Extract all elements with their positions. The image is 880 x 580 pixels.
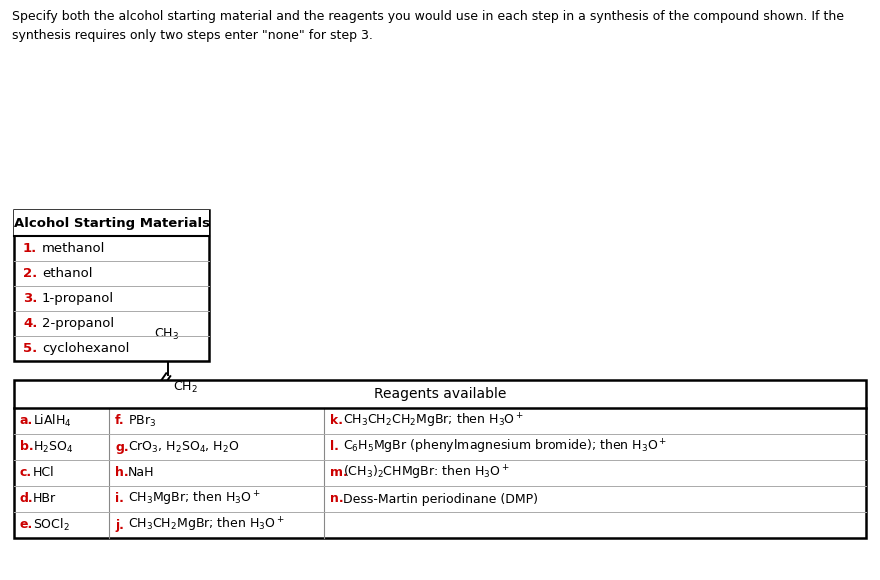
Text: h.: h. (115, 466, 128, 480)
Text: Alcohol Starting Materials: Alcohol Starting Materials (13, 216, 209, 230)
Text: CrO$_3$, H$_2$SO$_4$, H$_2$O: CrO$_3$, H$_2$SO$_4$, H$_2$O (128, 440, 239, 455)
Text: 2-propanol: 2-propanol (42, 317, 114, 330)
Text: CH$_3$CH$_2$MgBr; then H$_3$O$^+$: CH$_3$CH$_2$MgBr; then H$_3$O$^+$ (128, 516, 285, 534)
Text: m.: m. (330, 466, 348, 480)
Text: CH$_3$: CH$_3$ (154, 327, 179, 342)
Text: k.: k. (330, 415, 343, 427)
Text: CH$_2$: CH$_2$ (173, 380, 198, 395)
Text: Dess-Martin periodinane (DMP): Dess-Martin periodinane (DMP) (343, 492, 538, 506)
Text: PBr$_3$: PBr$_3$ (128, 414, 157, 429)
Text: b.: b. (20, 440, 33, 454)
Text: C$_6$H$_5$MgBr (phenylmagnesium bromide); then H$_3$O$^+$: C$_6$H$_5$MgBr (phenylmagnesium bromide)… (343, 438, 667, 456)
Text: HBr: HBr (33, 492, 56, 506)
Text: methanol: methanol (42, 242, 106, 255)
Text: Specify both the alcohol starting material and the reagents you would use in eac: Specify both the alcohol starting materi… (12, 10, 844, 42)
Text: n.: n. (330, 492, 343, 506)
Text: 3.: 3. (23, 292, 37, 305)
Text: ethanol: ethanol (42, 267, 92, 280)
Text: 1-propanol: 1-propanol (42, 292, 114, 305)
Text: H$_2$SO$_4$: H$_2$SO$_4$ (33, 440, 73, 455)
Text: cyclohexanol: cyclohexanol (42, 342, 129, 355)
Text: d.: d. (20, 492, 33, 506)
Text: 2.: 2. (23, 267, 37, 280)
Bar (14, 210, 209, 236)
Text: CH$_3$CH$_2$CH$_2$MgBr; then H$_3$O$^+$: CH$_3$CH$_2$CH$_2$MgBr; then H$_3$O$^+$ (343, 412, 524, 430)
Text: 5.: 5. (23, 342, 37, 355)
Text: 1.: 1. (23, 242, 37, 255)
Text: LiAlH$_4$: LiAlH$_4$ (33, 413, 72, 429)
Bar (14, 210, 209, 361)
Bar (14, 380, 866, 538)
Text: 4.: 4. (23, 317, 37, 330)
Text: e.: e. (20, 519, 33, 531)
Text: a.: a. (20, 415, 33, 427)
Text: g.: g. (115, 440, 128, 454)
Text: c.: c. (20, 466, 33, 480)
Text: l.: l. (330, 440, 339, 454)
Text: Reagents available: Reagents available (374, 387, 506, 401)
Text: (CH$_3$)$_2$CHMgBr: then H$_3$O$^+$: (CH$_3$)$_2$CHMgBr: then H$_3$O$^+$ (343, 464, 510, 482)
Text: HCl: HCl (33, 466, 55, 480)
Text: SOCl$_2$: SOCl$_2$ (33, 517, 70, 533)
Text: j.: j. (115, 519, 124, 531)
Text: f.: f. (115, 415, 125, 427)
Text: CH$_3$MgBr; then H$_3$O$^+$: CH$_3$MgBr; then H$_3$O$^+$ (128, 490, 260, 508)
Text: i.: i. (115, 492, 124, 506)
Text: NaH: NaH (128, 466, 155, 480)
